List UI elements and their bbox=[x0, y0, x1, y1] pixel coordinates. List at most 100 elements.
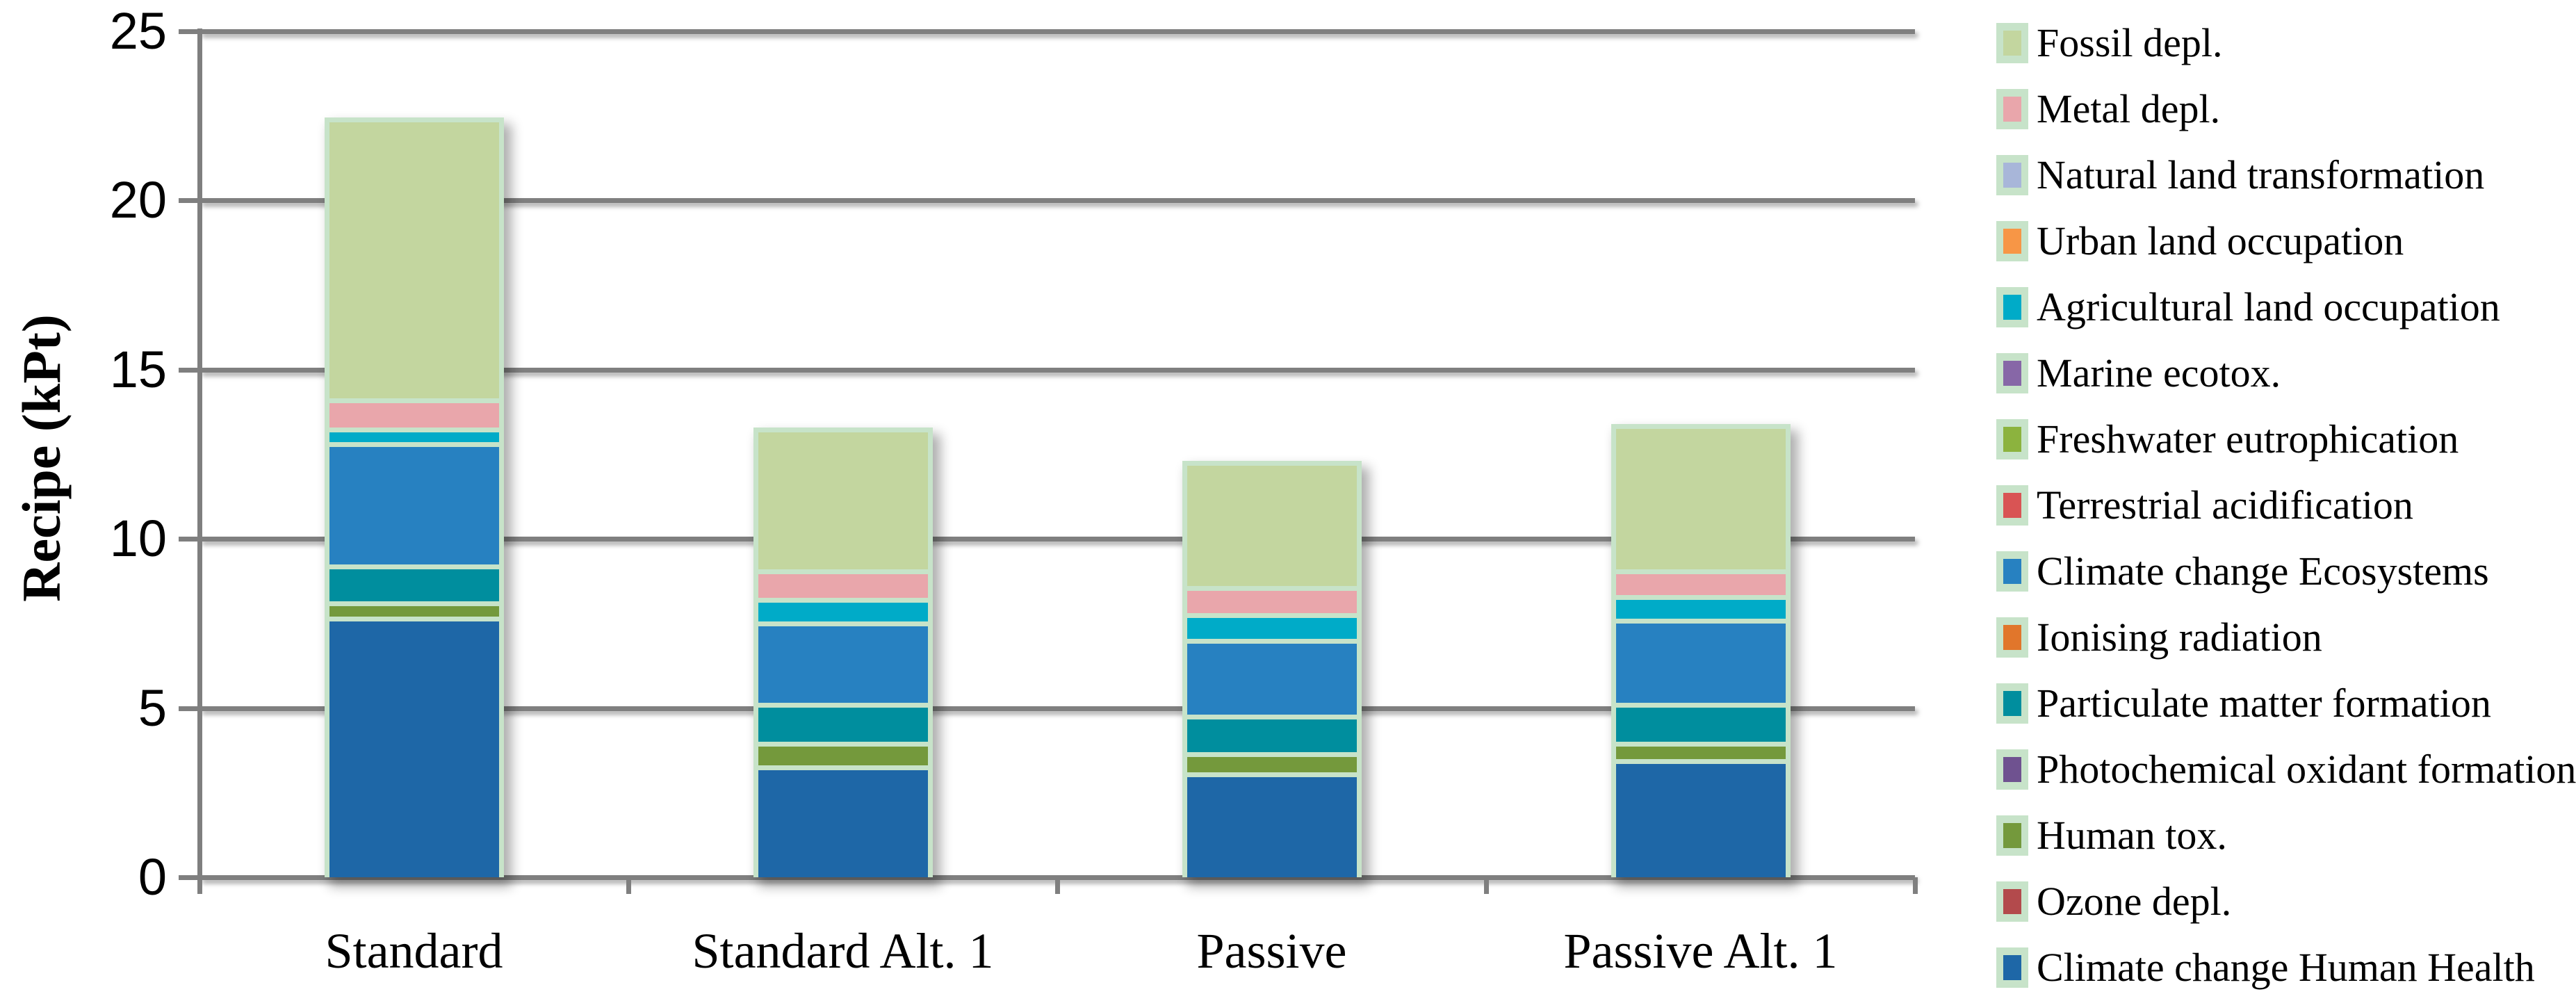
bar-segment bbox=[329, 403, 499, 428]
chart-legend: Fossil depl. Metal depl. Natural land tran… bbox=[1996, 10, 2576, 1001]
y-tick-5 bbox=[179, 706, 199, 711]
legend-swatch-border bbox=[1996, 881, 2028, 922]
legend-swatch bbox=[2003, 691, 2021, 716]
gridline-15 bbox=[199, 367, 1915, 373]
x-tick-boundary-4 bbox=[1913, 877, 1918, 894]
x-tick-boundary-3 bbox=[1484, 877, 1489, 894]
legend-label: Natural land transformation bbox=[2037, 152, 2485, 197]
legend-swatch bbox=[2003, 757, 2021, 782]
bar-standard-alt-1 bbox=[753, 427, 933, 877]
legend-swatch bbox=[2003, 97, 2021, 122]
bar-segment bbox=[758, 626, 928, 703]
bar-segment bbox=[1615, 599, 1786, 619]
legend-label: Marine ecotox. bbox=[2037, 350, 2281, 396]
y-tick-0 bbox=[179, 875, 199, 880]
bar-segment bbox=[329, 432, 499, 443]
legend-swatch-border bbox=[1996, 485, 2028, 526]
legend-item: Terrestrial acidification bbox=[1996, 472, 2413, 539]
x-category-label: Standard bbox=[325, 923, 503, 979]
bar-segment bbox=[1187, 777, 1357, 877]
legend-label: Photochemical oxidant formation bbox=[2037, 747, 2576, 792]
gridline-20 bbox=[199, 198, 1915, 204]
legend-item: Human tox. bbox=[1996, 802, 2227, 869]
bar-segment bbox=[329, 122, 499, 399]
bar-segment bbox=[1615, 574, 1786, 595]
legend-swatch-border bbox=[1996, 23, 2028, 63]
legend-swatch bbox=[2003, 559, 2021, 584]
bar-segment bbox=[329, 606, 499, 617]
x-tick-boundary-2 bbox=[1055, 877, 1060, 894]
legend-label: Freshwater eutrophication bbox=[2037, 416, 2459, 462]
bar-segment bbox=[1187, 756, 1357, 773]
legend-label: Climate change Ecosystems bbox=[2037, 548, 2489, 594]
legend-swatch-border bbox=[1996, 353, 2028, 393]
bar-segment bbox=[1615, 708, 1786, 742]
y-tick-15 bbox=[179, 367, 199, 373]
legend-label: Metal depl. bbox=[2037, 86, 2221, 131]
legend-label: Ozone depl. bbox=[2037, 879, 2232, 924]
legend-swatch-border bbox=[1996, 749, 2028, 790]
gridline-5 bbox=[199, 706, 1915, 711]
y-tick-20 bbox=[179, 198, 199, 204]
x-tick-boundary-1 bbox=[626, 877, 631, 894]
bar-segment bbox=[1615, 747, 1786, 759]
bar-segment bbox=[758, 574, 928, 599]
legend-item: Natural land transformation bbox=[1996, 142, 2484, 209]
legend-label: Human tox. bbox=[2037, 813, 2227, 858]
y-tick-25 bbox=[179, 29, 199, 34]
legend-item: Urban land occupation bbox=[1996, 208, 2404, 275]
legend-item: Photochemical oxidant formation bbox=[1996, 736, 2576, 803]
legend-swatch bbox=[2003, 295, 2021, 320]
y-tick-label-15: 15 bbox=[109, 340, 167, 398]
legend-label: Urban land occupation bbox=[2037, 218, 2404, 263]
x-category-label: Standard Alt. 1 bbox=[692, 923, 994, 979]
legend-swatch bbox=[2003, 823, 2021, 848]
bar-passive-alt-1 bbox=[1611, 423, 1791, 877]
legend-label: Agricultural land occupation bbox=[2037, 284, 2500, 329]
bar-segment bbox=[1615, 623, 1786, 703]
gridline-25 bbox=[199, 29, 1915, 34]
legend-swatch bbox=[2003, 889, 2021, 914]
legend-label: Particulate matter formation bbox=[2037, 681, 2491, 726]
legend-swatch bbox=[2003, 361, 2021, 386]
bar-segment bbox=[758, 708, 928, 742]
x-category-label: Passive bbox=[1196, 923, 1347, 979]
bar-segment bbox=[329, 569, 499, 602]
legend-label: Terrestrial acidification bbox=[2037, 482, 2413, 528]
bar-segment bbox=[329, 447, 499, 564]
legend-swatch-border bbox=[1996, 89, 2028, 129]
bar-segment bbox=[1615, 428, 1786, 569]
bar-passive bbox=[1182, 461, 1362, 877]
legend-item: Freshwater eutrophication bbox=[1996, 406, 2459, 473]
bar-segment bbox=[1615, 763, 1786, 877]
legend-item: Climate change Human Health bbox=[1996, 934, 2535, 1001]
legend-item: Ozone depl. bbox=[1996, 868, 2231, 935]
legend-swatch bbox=[2003, 955, 2021, 980]
legend-swatch-border bbox=[1996, 551, 2028, 592]
legend-swatch-border bbox=[1996, 683, 2028, 724]
legend-swatch-border bbox=[1996, 221, 2028, 261]
bar-segment bbox=[1187, 618, 1357, 639]
legend-item: Agricultural land occupation bbox=[1996, 274, 2500, 341]
legend-swatch bbox=[2003, 625, 2021, 650]
legend-label: Climate change Human Health bbox=[2037, 945, 2535, 990]
legend-swatch-border bbox=[1996, 815, 2028, 856]
y-tick-label-25: 25 bbox=[109, 2, 167, 60]
legend-swatch-border bbox=[1996, 947, 2028, 988]
bar-segment bbox=[1187, 466, 1357, 587]
bar-segment bbox=[758, 770, 928, 877]
legend-swatch-border bbox=[1996, 155, 2028, 195]
legend-swatch bbox=[2003, 163, 2021, 188]
y-tick-label-10: 10 bbox=[109, 510, 167, 568]
legend-label: Fossil depl. bbox=[2037, 20, 2223, 65]
y-axis-title: Recipe (kPt) bbox=[11, 314, 72, 602]
legend-item: Marine ecotox. bbox=[1996, 340, 2281, 407]
legend-label: Ionising radiation bbox=[2037, 615, 2322, 660]
legend-swatch bbox=[2003, 229, 2021, 254]
legend-item: Fossil depl. bbox=[1996, 10, 2223, 76]
legend-swatch-border bbox=[1996, 287, 2028, 327]
legend-swatch-border bbox=[1996, 617, 2028, 658]
legend-swatch bbox=[2003, 31, 2021, 56]
bar-segment bbox=[1187, 719, 1357, 752]
